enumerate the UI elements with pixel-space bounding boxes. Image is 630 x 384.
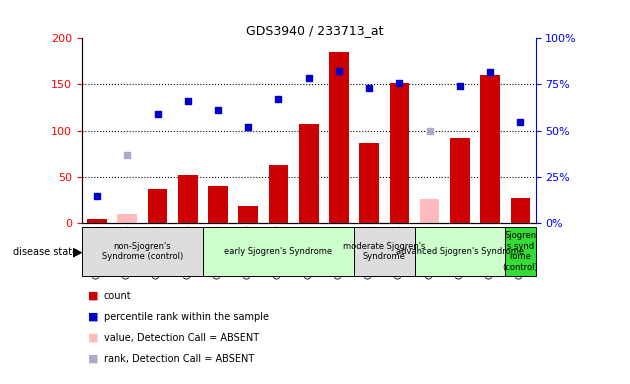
Bar xyxy=(208,186,228,223)
Bar xyxy=(510,198,530,223)
Text: count: count xyxy=(104,291,132,301)
Point xyxy=(334,68,344,74)
Text: early Sjogren's Syndrome: early Sjogren's Syndrome xyxy=(224,247,333,256)
Bar xyxy=(420,199,440,223)
Point xyxy=(213,107,223,113)
Bar xyxy=(480,75,500,223)
Bar xyxy=(415,227,505,276)
Bar xyxy=(203,227,354,276)
Text: non-Sjogren's
Syndrome (control): non-Sjogren's Syndrome (control) xyxy=(102,242,183,261)
Bar xyxy=(147,189,168,223)
Point xyxy=(304,75,314,81)
Text: advanced Sjogren's Syndrome: advanced Sjogren's Syndrome xyxy=(396,247,524,256)
Bar xyxy=(238,206,258,223)
Text: rank, Detection Call = ABSENT: rank, Detection Call = ABSENT xyxy=(104,354,254,364)
Text: ■: ■ xyxy=(88,333,99,343)
Text: percentile rank within the sample: percentile rank within the sample xyxy=(104,312,269,322)
Text: Sjogren
s synd
rome
(control): Sjogren s synd rome (control) xyxy=(503,232,538,271)
Text: ■: ■ xyxy=(88,354,99,364)
Point xyxy=(122,152,132,159)
Point xyxy=(364,85,374,91)
Point xyxy=(183,98,193,104)
Bar xyxy=(505,227,536,276)
Bar xyxy=(117,214,137,223)
Point xyxy=(152,111,163,117)
Bar xyxy=(329,52,349,223)
Bar xyxy=(178,175,198,223)
Point xyxy=(92,193,102,199)
Bar xyxy=(450,138,470,223)
Point xyxy=(485,70,495,76)
Point xyxy=(515,119,525,125)
Bar xyxy=(87,219,107,223)
Bar xyxy=(299,124,319,223)
Text: GDS3940 / 233713_at: GDS3940 / 233713_at xyxy=(246,24,384,37)
Bar xyxy=(82,227,203,276)
Text: ■: ■ xyxy=(88,312,99,322)
Text: value, Detection Call = ABSENT: value, Detection Call = ABSENT xyxy=(104,333,259,343)
Point xyxy=(455,83,465,89)
Point xyxy=(394,79,404,86)
Text: moderate Sjogren's
Syndrome: moderate Sjogren's Syndrome xyxy=(343,242,425,261)
Bar xyxy=(359,144,379,223)
Point xyxy=(243,124,253,130)
Point xyxy=(425,127,435,134)
Text: disease state: disease state xyxy=(13,247,77,257)
Bar xyxy=(389,83,410,223)
Bar xyxy=(354,227,415,276)
Bar xyxy=(268,165,289,223)
Point xyxy=(273,96,284,102)
Text: ▶: ▶ xyxy=(73,245,83,258)
Text: ■: ■ xyxy=(88,291,99,301)
